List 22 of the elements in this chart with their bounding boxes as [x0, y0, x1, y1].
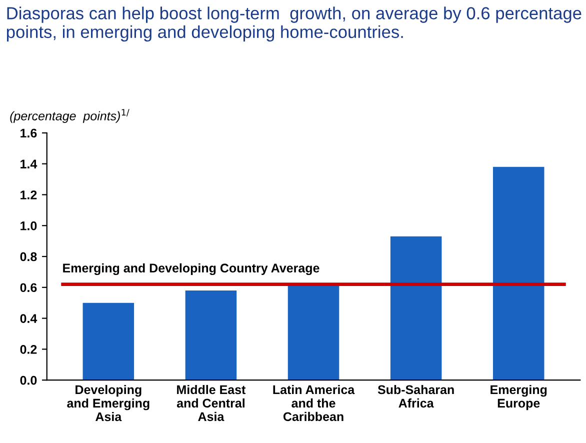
y-axis-title: (percentage points)$^{1/}$	[10, 109, 130, 123]
bar	[288, 284, 340, 380]
y-tick-label: 0.2	[20, 344, 37, 354]
y-tick-label: 0.0	[20, 376, 37, 385]
x-tick-label: Middle East and Central Asia	[176, 384, 246, 422]
y-tick-label: 1.6	[20, 128, 37, 138]
bar	[492, 166, 544, 380]
y-tick-label: 1.2	[20, 190, 37, 200]
y-tick-label: 0.8	[20, 252, 37, 262]
bar	[82, 302, 134, 380]
x-tick-label: Latin America and the Caribbean	[273, 384, 355, 422]
x-tick-label: Developing and Emerging Asia	[67, 384, 150, 422]
bar	[185, 290, 237, 380]
y-tick-label: 0.6	[20, 283, 37, 292]
bar	[390, 236, 442, 380]
chart-title: Diasporas can help boost long-term growth, on average by 0.6 percentage points, in emerging and developing home-countries.	[6, 6, 582, 42]
x-tick-label: Emerging Europe	[490, 384, 547, 410]
y-tick-label: 1.4	[20, 160, 38, 168]
x-tick-label: Sub-Saharan Africa	[378, 384, 454, 408]
y-tick-label: 0.4	[20, 314, 38, 323]
ref-line-label: Emerging and Developing Country Average	[63, 263, 320, 276]
y-tick-label: 1.0	[20, 221, 37, 230]
